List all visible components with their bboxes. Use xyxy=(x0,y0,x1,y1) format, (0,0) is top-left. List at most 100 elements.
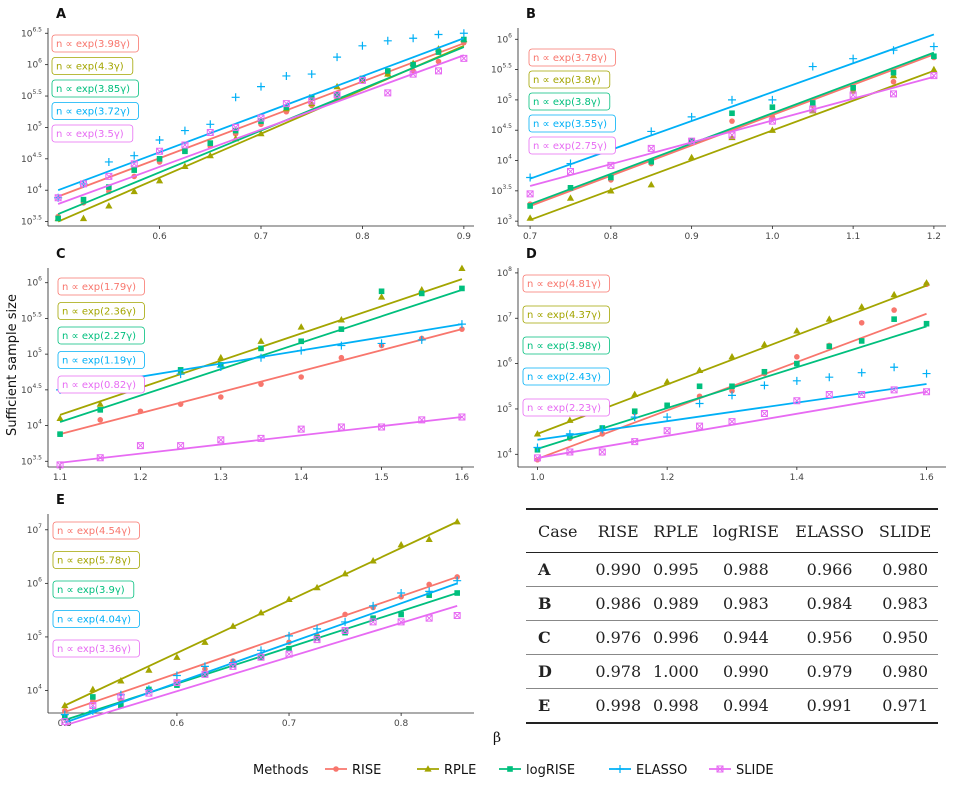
point-RISE xyxy=(97,417,104,423)
table-cell: 0.996 xyxy=(647,620,705,655)
fit-label-box xyxy=(57,326,145,345)
point-ELASSO xyxy=(457,320,466,329)
fit-label: n ∝ exp(1.19γ) xyxy=(62,356,136,367)
point-RPLE xyxy=(930,65,938,73)
point-ELASSO xyxy=(792,376,801,385)
table-cell: 0.988 xyxy=(704,552,787,587)
point-logRISE xyxy=(378,288,385,295)
legend-label: logRISE xyxy=(526,763,575,778)
point-SLIDE xyxy=(647,144,655,152)
x-tick-label: 1.0 xyxy=(530,473,545,483)
point-RISE xyxy=(218,394,224,400)
point-SLIDE xyxy=(793,397,801,405)
fit-label-box xyxy=(52,521,140,540)
point-RPLE xyxy=(285,595,293,603)
y-tick-label: 103.5 xyxy=(491,184,512,197)
r-squared-table: Case RISE RPLE logRISE ELASSO SLIDE A 0.… xyxy=(526,508,938,724)
point-ELASSO xyxy=(200,662,209,671)
point-SLIDE xyxy=(257,653,265,661)
fit-label: n ∝ exp(3.36γ) xyxy=(57,644,131,655)
y-tick-label: 107 xyxy=(497,311,512,324)
point-logRISE xyxy=(359,75,366,82)
table-cell: 0.984 xyxy=(786,586,873,621)
table-cell: 0.983 xyxy=(872,586,938,621)
fit-label: n ∝ exp(2.43γ) xyxy=(527,372,601,383)
x-tick-label: 0.9 xyxy=(684,232,699,242)
legend: Methods RISE RPLE logRISE ELASSO SLIDE xyxy=(253,763,774,778)
point-RPLE xyxy=(760,340,769,348)
table-header: logRISE xyxy=(704,508,787,553)
point-RPLE xyxy=(217,353,225,361)
point-logRISE xyxy=(729,110,735,117)
point-SLIDE xyxy=(930,72,938,80)
point-ELASSO xyxy=(216,363,225,371)
point-RPLE xyxy=(155,176,164,184)
point-RISE xyxy=(338,354,345,361)
x-tick-label: 1.5 xyxy=(374,473,388,483)
point-logRISE xyxy=(370,615,376,621)
point-SLIDE xyxy=(458,413,466,421)
point-RPLE xyxy=(695,366,704,374)
point-ELASSO xyxy=(453,576,462,585)
point-RPLE xyxy=(663,377,671,385)
point-logRISE xyxy=(410,61,416,68)
point-ELASSO xyxy=(425,587,434,596)
table-cell: 0.966 xyxy=(786,552,873,587)
point-SLIDE xyxy=(384,89,392,97)
point-SLIDE xyxy=(397,618,405,626)
point-ELASSO xyxy=(434,30,443,39)
fit-line-SLIDE xyxy=(529,75,935,187)
y-tick-label: 105 xyxy=(27,630,42,643)
table-header: ELASSO xyxy=(786,508,873,553)
table-cell: 0.990 xyxy=(589,552,648,587)
point-SLIDE xyxy=(136,442,144,450)
point-logRISE xyxy=(461,36,467,43)
fit-label: n ∝ exp(3.85γ) xyxy=(56,84,130,95)
point-RPLE xyxy=(257,129,265,137)
point-SLIDE xyxy=(56,461,64,469)
point-ELASSO xyxy=(890,363,899,372)
x-tick-label: 1.4 xyxy=(294,473,309,483)
point-logRISE xyxy=(459,285,465,292)
fit-line-ELASSO xyxy=(57,37,465,192)
table-header: Case xyxy=(526,508,590,553)
table-row: B 0.986 0.989 0.983 0.984 0.983 xyxy=(526,586,938,621)
point-SLIDE xyxy=(54,194,62,202)
fit-label: n ∝ exp(3.8γ) xyxy=(533,97,601,108)
point-SLIDE xyxy=(341,627,349,634)
x-tick-label: 1.2 xyxy=(133,473,147,483)
point-ELASSO xyxy=(257,82,265,91)
point-ELASSO xyxy=(687,112,696,121)
table-cell: 0.994 xyxy=(704,688,787,724)
table-cell: 0.944 xyxy=(704,620,787,655)
point-RPLE xyxy=(337,316,345,323)
point-logRISE xyxy=(826,343,833,350)
point-ELASSO xyxy=(180,126,189,135)
point-logRISE xyxy=(97,407,104,413)
point-SLIDE xyxy=(378,423,386,431)
point-SLIDE xyxy=(337,423,345,431)
fit-label-box xyxy=(522,398,610,417)
point-SLIDE xyxy=(282,100,290,108)
point-ELASSO xyxy=(929,42,938,51)
point-SLIDE xyxy=(890,386,898,394)
y-tick-label: 104 xyxy=(497,447,512,460)
point-RPLE xyxy=(566,416,574,423)
legend-label: ELASSO xyxy=(636,763,687,778)
fit-label-box xyxy=(57,375,145,394)
point-RPLE xyxy=(890,290,898,298)
point-logRISE xyxy=(527,203,533,209)
point-RPLE xyxy=(297,323,305,330)
point-ELASSO xyxy=(383,36,392,45)
point-logRISE xyxy=(286,645,292,652)
point-RISE xyxy=(729,118,735,124)
table-cell: 0.976 xyxy=(589,620,648,655)
panel-label: D xyxy=(526,247,537,262)
point-RISE xyxy=(891,307,897,313)
table-cell: 0.980 xyxy=(872,552,938,587)
fit-line-SLIDE xyxy=(59,416,463,464)
point-RPLE xyxy=(425,535,433,543)
point-SLIDE xyxy=(173,678,181,686)
point-ELASSO xyxy=(60,710,69,719)
fit-label: n ∝ exp(3.72γ) xyxy=(56,107,130,118)
